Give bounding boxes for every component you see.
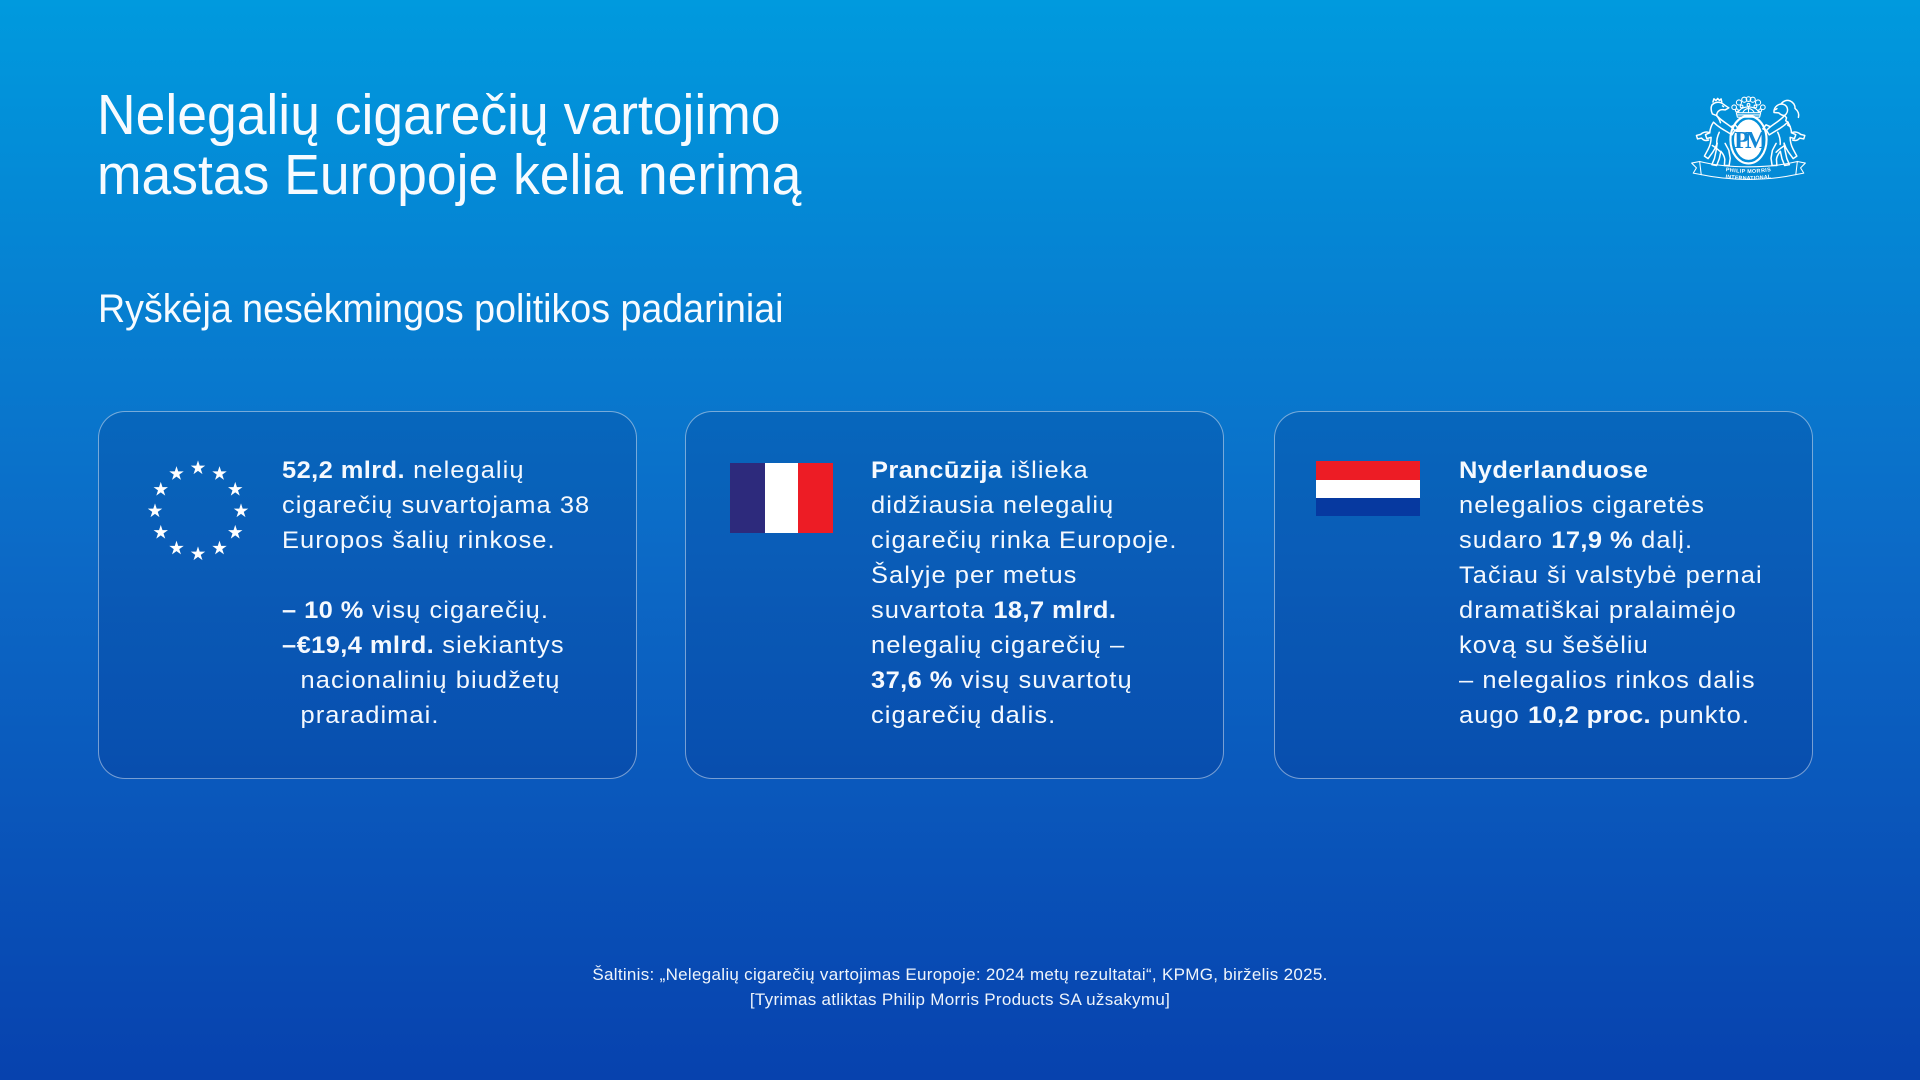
svg-text:PHILIP MORRIS: PHILIP MORRIS xyxy=(1725,167,1771,175)
svg-text:PM: PM xyxy=(1734,127,1768,154)
svg-text:INTERNATIONAL: INTERNATIONAL xyxy=(1725,174,1772,182)
